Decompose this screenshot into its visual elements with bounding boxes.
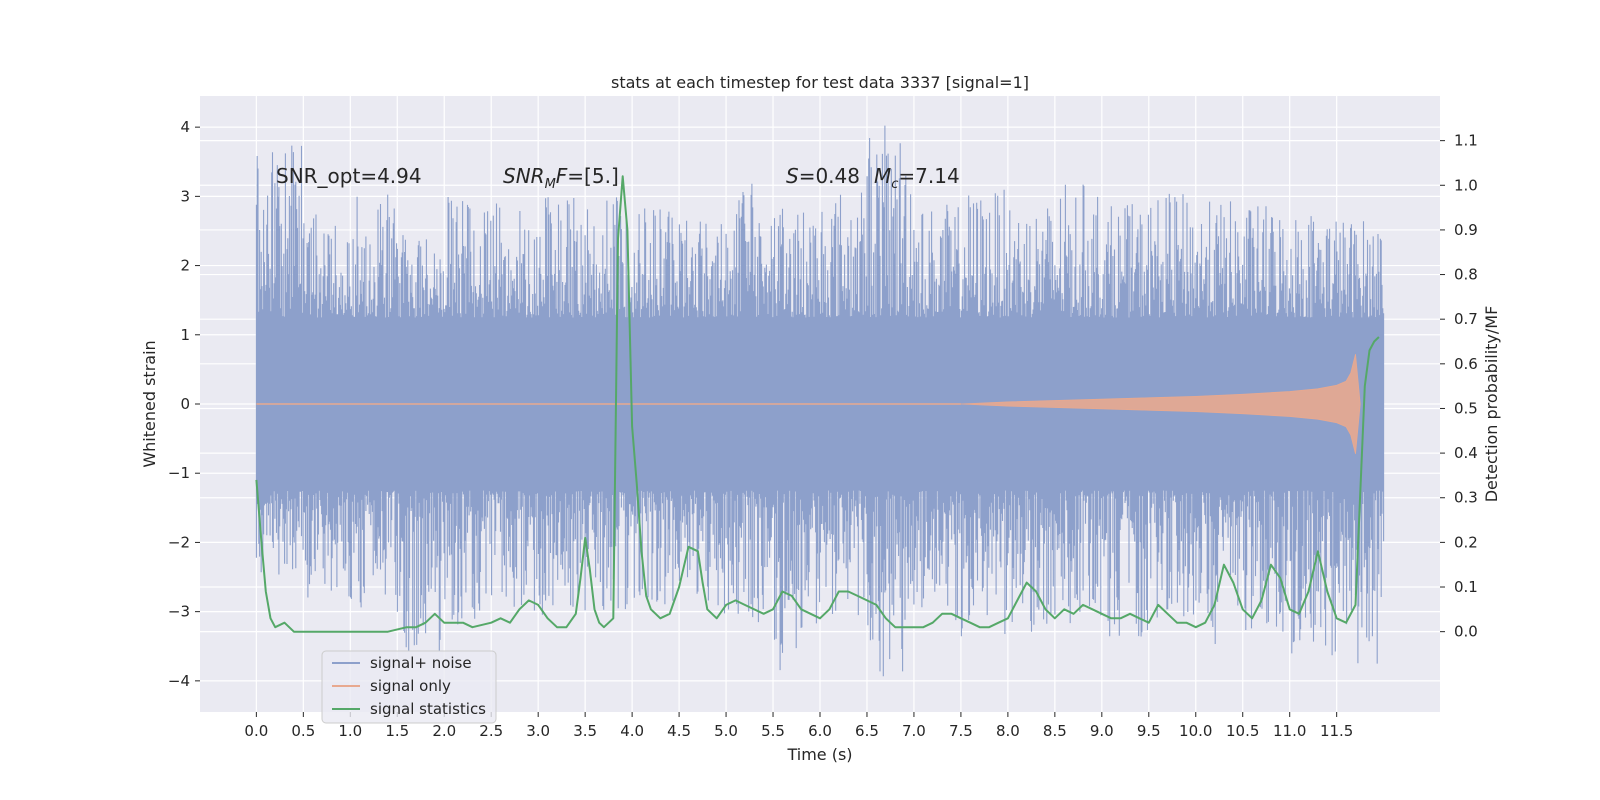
- x-tick-label: 7.0: [902, 722, 926, 740]
- legend: signal+ noise signal only signal statist…: [321, 650, 497, 724]
- y-right-tick-label: 0.5: [1454, 399, 1478, 417]
- y-right-axis-label: Detection probability/MF: [1482, 306, 1501, 503]
- annotation-mc: M: [874, 164, 891, 188]
- x-tick-label: 4.0: [620, 722, 644, 740]
- x-tick-label: 6.0: [808, 722, 832, 740]
- x-tick-label: 3.0: [526, 722, 550, 740]
- x-tick-label: 0.5: [291, 722, 315, 740]
- signal-statistics-series: [255, 175, 1380, 633]
- y-right-tick-label: 0.6: [1454, 355, 1478, 373]
- y-tick-label: −1: [168, 464, 190, 482]
- legend-label-noise: signal+ noise: [370, 654, 472, 672]
- y-tick-label: −2: [168, 533, 190, 551]
- y-right-tick-label: 0.0: [1454, 623, 1478, 641]
- signal-only-series: [256, 354, 1361, 454]
- annotation-s-value: =0.48: [799, 164, 860, 188]
- y-right-tick-label: 1.1: [1454, 132, 1478, 150]
- x-tick-label: 2.5: [479, 722, 503, 740]
- x-tick-label: 0.0: [244, 722, 268, 740]
- y-tick-label: 3: [180, 187, 190, 205]
- annotation-snr-mf-rest-italic: F: [556, 164, 568, 188]
- y-right-tick-label: 0.8: [1454, 266, 1478, 284]
- annotation-mc-sub: c: [891, 177, 898, 192]
- annotation-snr-opt: SNR_opt=4.94: [276, 164, 422, 188]
- annotation-snr-mf-main: SNR: [503, 164, 545, 188]
- signal-statistics-line: [255, 175, 1380, 633]
- y-tick-label: −4: [168, 672, 190, 690]
- x-tick-label: 11.0: [1273, 722, 1306, 740]
- x-tick-label: 6.5: [855, 722, 879, 740]
- y-tick-label: 4: [180, 118, 190, 136]
- x-tick-label: 5.0: [714, 722, 738, 740]
- x-tick-label: 4.5: [667, 722, 691, 740]
- x-tick-label: 1.0: [338, 722, 362, 740]
- y-right-tick-label: 0.4: [1454, 444, 1478, 462]
- x-tick-label: 9.0: [1090, 722, 1114, 740]
- x-tick-label: 9.5: [1137, 722, 1161, 740]
- x-tick-label: 8.0: [996, 722, 1020, 740]
- x-tick-label: 5.5: [761, 722, 785, 740]
- x-tick-label: 7.5: [949, 722, 973, 740]
- annotation-mc-value: =7.14: [898, 164, 959, 188]
- y-tick-label: −3: [168, 603, 190, 621]
- x-axis-ticks: 0.0 0.5 1.0 1.5 2.0 2.5 3.0 3.5 4.0 4.5 5.0 5.5 6.0 6…: [244, 712, 1353, 740]
- y-right-tick-label: 0.9: [1454, 221, 1478, 239]
- chart-title: stats at each timestep for test data 333…: [611, 73, 1029, 92]
- legend-label-signal: signal only: [370, 677, 451, 695]
- x-tick-label: 3.5: [573, 722, 597, 740]
- x-tick-label: 2.0: [432, 722, 456, 740]
- y-right-tick-label: 0.3: [1454, 489, 1478, 507]
- legend-box: [321, 650, 497, 724]
- annotation-snr-mf: SNRMF=[5.]: [503, 164, 619, 192]
- y-right-tick-label: 0.1: [1454, 578, 1478, 596]
- y-tick-label: 2: [180, 257, 190, 275]
- y-right-axis-ticks: 1.1 1.0 0.9 0.8 0.7 0.6 0.5 0.4 0.3 0.2 0.1 0.0: [1440, 132, 1478, 641]
- y-right-tick-label: 0.2: [1454, 533, 1478, 551]
- x-axis-label: Time (s): [786, 745, 852, 764]
- y-right-tick-label: 0.7: [1454, 310, 1478, 328]
- y-tick-label: 1: [180, 326, 190, 344]
- x-tick-label: 11.5: [1320, 722, 1353, 740]
- y-tick-label: 0: [180, 395, 190, 413]
- y-right-tick-label: 1.0: [1454, 176, 1478, 194]
- x-tick-label: 10.0: [1179, 722, 1212, 740]
- x-tick-label: 8.5: [1043, 722, 1067, 740]
- y-axis-label: Whitened strain: [140, 340, 159, 467]
- y-axis-ticks: 4 3 2 1 0 −1 −2 −3 −4: [168, 118, 200, 690]
- annotation-snr-mf-sub: M: [545, 177, 556, 192]
- signal-only-envelope: [960, 354, 1361, 454]
- annotation-snr-mf-rest: =[5.]: [567, 164, 618, 188]
- x-tick-label: 10.5: [1226, 722, 1259, 740]
- legend-label-stats: signal statistics: [370, 700, 486, 718]
- annotation-s-mc: S=0.48 Mc=7.14: [786, 164, 960, 192]
- x-tick-label: 1.5: [385, 722, 409, 740]
- annotation-s: S: [786, 164, 799, 188]
